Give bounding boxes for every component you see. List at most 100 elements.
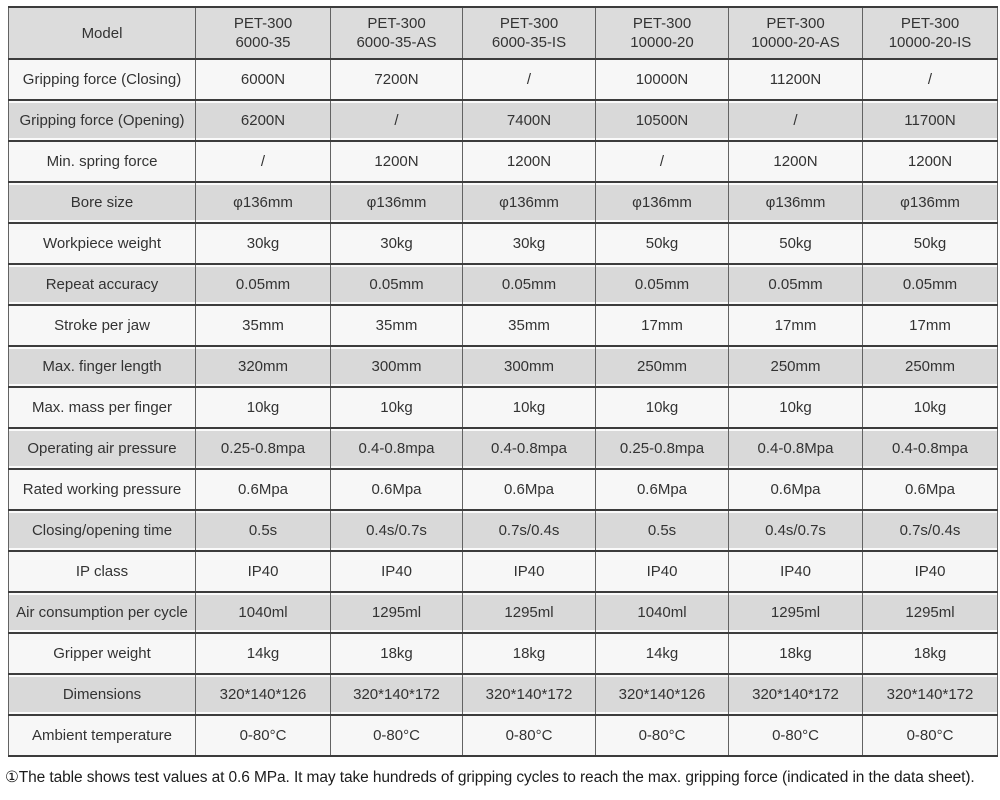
row-label: Stroke per jaw [8, 304, 196, 347]
row-label: Gripping force (Opening) [8, 99, 196, 142]
column-header: PET-300 6000-35-AS [330, 6, 463, 60]
spec-cell: 320*140*172 [728, 673, 863, 716]
spec-cell: 0.05mm [462, 263, 596, 306]
table-row: Gripper weight 14kg 18kg 18kg 14kg 18kg 18kg [8, 632, 998, 675]
spec-cell: / [195, 140, 331, 183]
table-row: Workpiece weight 30kg 30kg 30kg 50kg 50kg 50kg [8, 222, 998, 265]
row-label: Air consumption per cycle [8, 591, 196, 634]
spec-cell: 0.05mm [862, 263, 998, 306]
spec-cell: IP40 [462, 550, 596, 593]
spec-cell: 320*140*126 [595, 673, 729, 716]
spec-cell: 10kg [330, 386, 463, 429]
table-row: Gripping force (Closing) 6000N 7200N/10000… [8, 58, 998, 101]
row-label: Min. spring force [8, 140, 196, 183]
row-label: Bore size [8, 181, 196, 224]
spec-cell: 18kg [330, 632, 463, 675]
spec-cell: / [862, 58, 998, 101]
spec-cell: IP40 [595, 550, 729, 593]
spec-cell: 1295ml [728, 591, 863, 634]
row-label: Repeat accuracy [8, 263, 196, 306]
spec-cell: 7200N [330, 58, 463, 101]
spec-cell: 0.6Mpa [462, 468, 596, 511]
spec-cell: 0.05mm [595, 263, 729, 306]
row-label: Max. finger length [8, 345, 196, 388]
spec-cell: IP40 [330, 550, 463, 593]
spec-cell: 11200N [728, 58, 863, 101]
spec-cell: 0.25-0.8mpa [595, 427, 729, 470]
spec-cell: 50kg [595, 222, 729, 265]
spec-cell: 300mm [330, 345, 463, 388]
spec-cell: 10000N [595, 58, 729, 101]
spec-cell: φ136mm [595, 181, 729, 224]
spec-cell: 1200N [728, 140, 863, 183]
spec-cell: 320*140*172 [330, 673, 463, 716]
spec-cell: 250mm [728, 345, 863, 388]
spec-cell: 0.6Mpa [595, 468, 729, 511]
spec-cell: 0.7s/0.4s [862, 509, 998, 552]
table-row: IP class IP40 IP40 IP40 IP40 IP40 IP40 [8, 550, 998, 593]
spec-cell: 11700N [862, 99, 998, 142]
spec-cell: 0.4-0.8mpa [862, 427, 998, 470]
spec-cell: 18kg [462, 632, 596, 675]
spec-cell: 0.05mm [195, 263, 331, 306]
spec-cell: 14kg [595, 632, 729, 675]
row-label: IP class [8, 550, 196, 593]
table-row: Dimensions 320*140*126 320*140*172 320*140*… [8, 673, 998, 716]
spec-cell: 18kg [862, 632, 998, 675]
table-row: Rated working pressure 0.6Mpa 0.6Mpa 0.6Mpa… [8, 468, 998, 511]
spec-cell: 1040ml [195, 591, 331, 634]
model-series: PET-300 [900, 15, 960, 32]
row-label: Ambient temperature [8, 714, 196, 757]
row-label: Gripper weight [8, 632, 196, 675]
spec-cell: 1200N [862, 140, 998, 183]
spec-cell: 0-80°C [462, 714, 596, 757]
spec-cell: 0-80°C [195, 714, 331, 757]
spec-cell: / [462, 58, 596, 101]
spec-cell: 0.25-0.8mpa [195, 427, 331, 470]
row-label: Dimensions [8, 673, 196, 716]
header-row: Model PET-300 6000-35 PET-300 6000-35-AS PET-… [8, 6, 998, 60]
column-header: PET-300 6000-35 [195, 6, 331, 60]
spec-cell: 17mm [862, 304, 998, 347]
table-row: Max. mass per finger 10kg 10kg 10kg 10kg 10kg… [8, 386, 998, 429]
spec-cell: 50kg [728, 222, 863, 265]
spec-cell: 0.7s/0.4s [462, 509, 596, 552]
table-row: Min. spring force/1200N 1200N/1200N 1200N [8, 140, 998, 183]
spec-cell: 6000N [195, 58, 331, 101]
model-series: PET-300 [632, 15, 692, 32]
spec-cell: 1040ml [595, 591, 729, 634]
model-variant: 6000-35-AS [356, 34, 437, 51]
spec-cell: 300mm [462, 345, 596, 388]
table-row: Repeat accuracy 0.05mm 0.05mm 0.05mm 0.05mm 0… [8, 263, 998, 306]
model-variant: 10000-20-AS [751, 34, 840, 51]
spec-cell: 250mm [862, 345, 998, 388]
spec-cell: 18kg [728, 632, 863, 675]
spec-cell: 320mm [195, 345, 331, 388]
table-row: Air consumption per cycle 1040ml 1295ml 129… [8, 591, 998, 634]
model-corner-label: Model [8, 6, 196, 60]
footnote: ①The table shows test values at 0.6 MPa.… [5, 769, 975, 786]
table-row: Ambient temperature 0-80°C 0-80°C 0-80°C 0-8… [8, 714, 998, 757]
spec-cell: 10500N [595, 99, 729, 142]
spec-cell: φ136mm [195, 181, 331, 224]
spec-cell: 320*140*172 [862, 673, 998, 716]
model-series: PET-300 [367, 15, 426, 32]
spec-cell: 10kg [862, 386, 998, 429]
model-variant: 6000-35 [235, 34, 291, 51]
spec-cell: 0.6Mpa [195, 468, 331, 511]
row-label: Operating air pressure [8, 427, 196, 470]
column-header: PET-300 10000-20-AS [728, 6, 863, 60]
column-header: PET-300 10000-20-IS [862, 6, 998, 60]
table-row: Max. finger length 320mm 300mm 300mm 250mm 25… [8, 345, 998, 388]
spec-cell: / [728, 99, 863, 142]
model-variant: 10000-20-IS [888, 34, 972, 51]
spec-cell: 1200N [330, 140, 463, 183]
spec-cell: 320*140*172 [462, 673, 596, 716]
row-label: Workpiece weight [8, 222, 196, 265]
spec-cell: φ136mm [462, 181, 596, 224]
column-header: PET-300 10000-20 [595, 6, 729, 60]
spec-cell: 0-80°C [728, 714, 863, 757]
table-row: Gripping force (Opening) 6200N/7400N 10500… [8, 99, 998, 142]
spec-cell: 7400N [462, 99, 596, 142]
